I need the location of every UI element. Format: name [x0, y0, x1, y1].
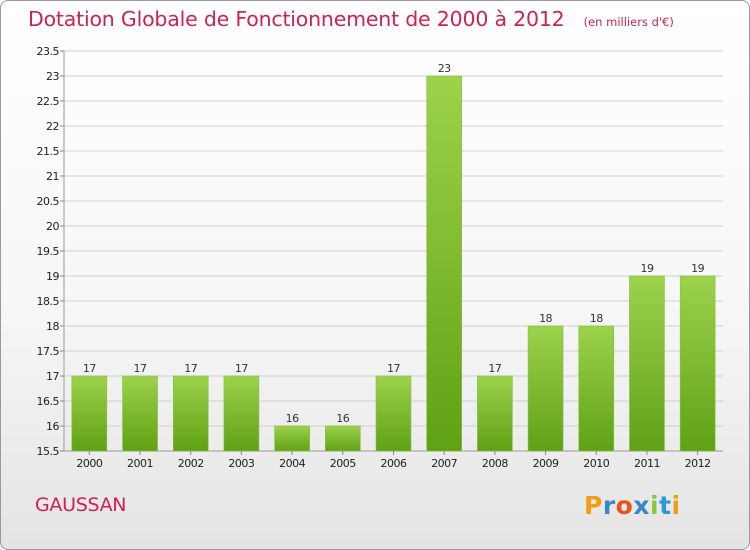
logo-letter: x [633, 491, 650, 520]
data-label: 18 [539, 312, 552, 325]
data-label: 17 [488, 362, 501, 375]
y-tick-label: 23.5 [37, 45, 60, 58]
x-tick-label: 2000 [76, 457, 102, 470]
bar [578, 325, 615, 452]
logo-letter: i [650, 491, 660, 520]
data-label: 18 [590, 312, 603, 325]
x-tick-label: 2008 [482, 457, 508, 470]
y-tick-label: 18.5 [37, 295, 60, 308]
data-label: 17 [134, 362, 147, 375]
x-tick-label: 2010 [583, 457, 609, 470]
y-tick-label: 15.5 [37, 445, 60, 458]
proxiti-logo: Proxiti [584, 491, 681, 520]
data-label: 17 [83, 362, 96, 375]
y-tick-label: 21 [46, 170, 59, 183]
bar [375, 375, 412, 452]
logo-letter: i [671, 491, 681, 520]
data-label: 17 [184, 362, 197, 375]
y-tick-label: 23 [46, 70, 59, 83]
x-tick-label: 2005 [330, 457, 356, 470]
logo-letter: o [615, 491, 634, 520]
bar [527, 325, 564, 452]
bar [122, 375, 158, 452]
bar [223, 375, 260, 452]
x-tick-label: 2009 [533, 457, 559, 470]
logo-letter: t [659, 491, 672, 520]
data-label: 17 [235, 362, 248, 375]
x-tick-label: 2003 [228, 457, 254, 470]
logo-letter: P [584, 491, 603, 520]
commune-name: GAUSSAN [35, 494, 127, 516]
x-tick-label: 2012 [685, 457, 711, 470]
chart-subtitle: (en milliers d'€) [583, 15, 674, 29]
y-tick-label: 16.5 [37, 395, 60, 408]
bar [274, 425, 310, 452]
bar [325, 425, 361, 452]
data-label: 16 [336, 412, 349, 425]
y-tick-label: 22.5 [37, 95, 60, 108]
x-tick-label: 2011 [634, 457, 660, 470]
x-tick-label: 2006 [381, 457, 407, 470]
y-tick-label: 16 [46, 420, 59, 433]
x-tick-label: 2001 [127, 457, 153, 470]
bar [629, 275, 665, 452]
data-label: 16 [286, 412, 299, 425]
y-tick-label: 19.5 [37, 245, 60, 258]
data-label: 23 [438, 62, 451, 75]
bar [172, 375, 209, 452]
y-tick-label: 22 [46, 120, 59, 133]
y-tick-label: 18 [46, 320, 59, 333]
x-tick-label: 2004 [279, 457, 305, 470]
bar [477, 375, 513, 452]
data-label: 19 [691, 262, 704, 275]
y-tick-label: 17.5 [37, 345, 60, 358]
x-tick-label: 2007 [431, 457, 457, 470]
y-tick-label: 20 [46, 220, 59, 233]
bar [679, 275, 716, 452]
bar [71, 375, 108, 452]
x-tick-label: 2002 [178, 457, 204, 470]
y-tick-label: 21.5 [37, 145, 60, 158]
logo-letter: r [602, 491, 616, 520]
title-row: Dotation Globale de Fonctionnement de 20… [28, 7, 674, 31]
data-label: 17 [387, 362, 400, 375]
y-tick-label: 20.5 [37, 195, 60, 208]
data-label: 19 [640, 262, 653, 275]
chart-title: Dotation Globale de Fonctionnement de 20… [28, 7, 565, 31]
bar [426, 75, 462, 452]
y-tick-label: 17 [46, 370, 59, 383]
y-tick-label: 19 [46, 270, 59, 283]
